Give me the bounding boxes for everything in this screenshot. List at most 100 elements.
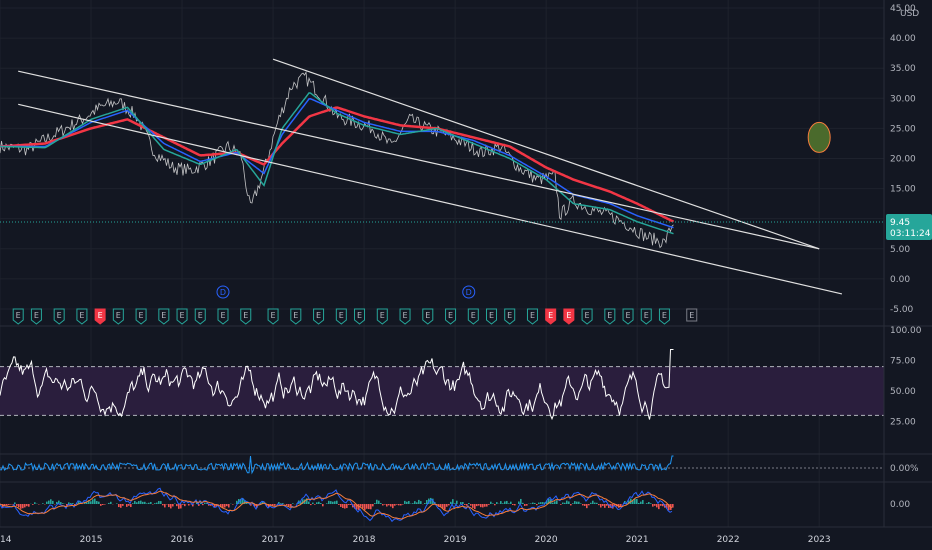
macd-histogram-bar [228, 504, 230, 508]
macd-histogram-bar [50, 499, 52, 504]
macd-histogram-bar [518, 501, 520, 504]
macd-histogram-bar [6, 504, 8, 506]
earnings-badge [563, 308, 575, 325]
macd-histogram-bar [464, 504, 466, 505]
macd-histogram-bar [220, 504, 222, 508]
macd-histogram-bar [16, 504, 18, 506]
macd-histogram-bar [222, 504, 224, 509]
earnings-badge [658, 308, 670, 325]
macd-histogram-bar [624, 501, 626, 504]
macd-histogram-bar [86, 502, 88, 504]
time-axis[interactable]: 2014 2015 2016 2017 2018 2019 2020 2021 2022 2023 [0, 535, 831, 545]
price-tick-label: 0.00 [890, 275, 910, 285]
macd-histogram-bar [60, 502, 62, 504]
macd-histogram-bar [634, 498, 636, 504]
macd-histogram-bar [242, 498, 244, 504]
earnings-letter: E [198, 311, 203, 320]
macd-histogram-bar [104, 504, 106, 505]
macd-histogram-bar [176, 504, 178, 507]
macd-histogram-bar [420, 501, 422, 504]
macd-histogram-bar [564, 502, 566, 504]
macd-histogram-bar [450, 501, 452, 504]
macd-histogram-bar [110, 501, 112, 504]
earnings-letter: E [380, 311, 385, 320]
macd-histogram-bar [504, 501, 506, 504]
macd-histogram-bar [326, 503, 328, 504]
macd-histogram-bar [134, 501, 136, 504]
earnings-letter: E [662, 311, 667, 320]
earnings-marker: E [563, 308, 575, 325]
rsi-tick-label: 100.00 [890, 326, 922, 336]
price-axis[interactable]: 45.0040.0035.0030.0025.0020.0015.0010.00… [890, 4, 922, 510]
earnings-marker: E [354, 308, 366, 325]
macd-histogram-bar [578, 501, 580, 504]
future-earnings-box [686, 308, 698, 322]
macd-histogram-bar [566, 500, 568, 504]
time-tick-label: 2023 [808, 535, 831, 545]
macd-histogram-bar [96, 501, 98, 504]
macd-histogram-bar [486, 504, 488, 507]
macd-histogram-bar [132, 503, 134, 504]
macd-histogram-bar [408, 500, 410, 504]
macd-histogram-bar [316, 502, 318, 504]
macd-histogram-bar [154, 503, 156, 504]
earnings-marker: E [176, 308, 188, 325]
macd-histogram-bar [100, 504, 102, 506]
earnings-marker: E [12, 308, 24, 325]
earnings-badge [53, 308, 65, 325]
price-tick-label: 45.00 [890, 4, 916, 14]
macd-histogram-bar [280, 503, 282, 504]
price-tick-label: 40.00 [890, 34, 916, 44]
earnings-badge [30, 308, 42, 325]
macd-histogram-bar [568, 501, 570, 504]
earnings-badge [12, 308, 24, 325]
event-markers: E E E E E E E E E E E E E E E E E E E E E E E E E E E E E E E E D D E [12, 285, 698, 325]
macd-histogram-bar [570, 504, 572, 506]
macd-histogram-bar [460, 502, 462, 504]
dividend-circle [462, 285, 476, 299]
macd-pane[interactable] [0, 487, 674, 523]
macd-histogram-bar [448, 504, 450, 506]
macd-histogram-bar [338, 504, 340, 505]
price-tick-label: 35.00 [890, 64, 916, 74]
earnings-badge [581, 308, 593, 325]
macd-histogram-bar [506, 500, 508, 504]
price-tick-label: 25.00 [890, 124, 916, 134]
macd-histogram-bar [586, 504, 588, 509]
macd-histogram-bar [574, 501, 576, 504]
macd-histogram-bar [246, 502, 248, 504]
time-tick-label: 2020 [535, 535, 558, 545]
macd-histogram-bar [576, 501, 578, 504]
earnings-badge [354, 308, 366, 325]
macd-histogram-bar [648, 502, 650, 504]
target-ellipse[interactable] [807, 121, 831, 153]
macd-histogram-bar [374, 503, 376, 504]
earnings-marker: E [76, 308, 88, 325]
macd-histogram-bar [42, 503, 44, 504]
rsi-pane[interactable] [0, 349, 884, 421]
price-pane[interactable]: E E E E E E E E E E E E E E E E E E E E E E E E E E E E E E E E D D E [0, 58, 884, 325]
macd-histogram-bar [594, 502, 596, 504]
macd-histogram-bar [572, 503, 574, 504]
earnings-marker: E [658, 308, 670, 325]
trendline-2 [272, 58, 820, 250]
earnings-marker: E [112, 308, 124, 325]
macd-histogram-bar [270, 504, 272, 505]
macd-histogram-bar [596, 502, 598, 504]
macd-histogram-bar [500, 501, 502, 504]
macd-histogram-bar [240, 498, 242, 504]
earnings-marker: E [30, 308, 42, 325]
macd-histogram-bar [266, 504, 268, 506]
macd-histogram-bar [418, 499, 420, 504]
macd-histogram-bar [514, 504, 516, 506]
macd-histogram-bar [262, 501, 264, 504]
dividend-letter: D [220, 288, 226, 297]
macd-histogram-bar [286, 504, 288, 506]
earnings-badge [445, 308, 457, 325]
macd-histogram-bar [380, 502, 382, 504]
volatility-pane[interactable] [0, 455, 884, 475]
macd-histogram-bar [632, 500, 634, 504]
earnings-marker: E [622, 308, 634, 325]
macd-histogram-bar [32, 504, 34, 505]
